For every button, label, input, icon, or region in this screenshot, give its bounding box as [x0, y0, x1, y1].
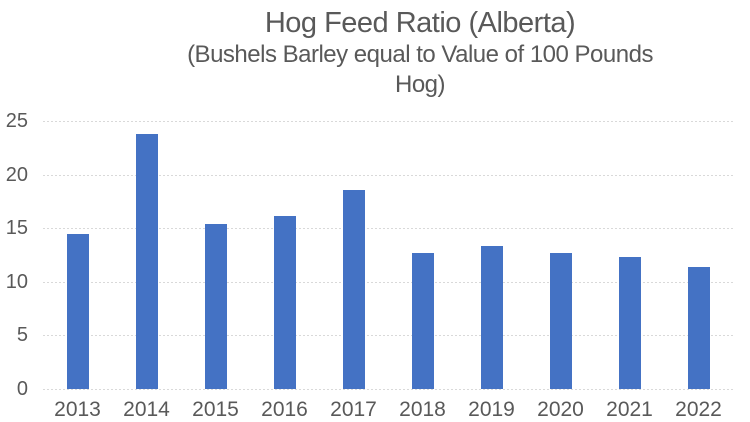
gridline — [43, 228, 733, 230]
chart-title: Hog Feed Ratio (Alberta) — [264, 7, 576, 39]
gridline — [43, 281, 733, 283]
bar — [687, 266, 710, 389]
chart-subtitle-line-1: (Bushels Barley equal to Value of 100 Po… — [187, 41, 653, 68]
bar — [549, 252, 572, 389]
chart-subtitle: (Bushels Barley equal to Value of 100 Po… — [90, 40, 750, 100]
x-tick-label: 2013 — [54, 398, 101, 421]
bar — [66, 233, 89, 389]
y-tick-label: 5 — [16, 324, 28, 347]
x-tick-label: 2018 — [399, 398, 446, 421]
x-tick-label: 2022 — [675, 398, 722, 421]
y-tick-label: 0 — [16, 378, 28, 400]
bar — [411, 252, 434, 389]
bar — [273, 216, 296, 389]
y-tick-label: 15 — [5, 217, 28, 240]
x-tick-label: 2021 — [606, 398, 653, 421]
chart-title-block: Hog Feed Ratio (Alberta) (Bushels Barley… — [90, 6, 750, 100]
y-tick-label: 20 — [5, 163, 28, 186]
bar — [135, 133, 158, 389]
gridline — [43, 389, 733, 390]
chart-subtitle-line-2: Hog) — [394, 71, 446, 98]
gridline — [43, 335, 733, 337]
bar — [204, 223, 227, 389]
bar — [480, 246, 503, 389]
gridline — [43, 121, 733, 122]
y-tick-label: 10 — [5, 270, 28, 293]
bar — [618, 257, 641, 389]
y-tick-label: 25 — [5, 110, 28, 132]
x-tick-label: 2017 — [330, 398, 377, 421]
gridline — [43, 174, 733, 176]
x-tick-label: 2019 — [468, 398, 515, 421]
x-tick-label: 2014 — [123, 398, 170, 421]
bar — [342, 189, 365, 389]
x-tick-label: 2020 — [537, 398, 584, 421]
x-tick-label: 2015 — [192, 398, 239, 421]
x-tick-label: 2016 — [261, 398, 308, 421]
